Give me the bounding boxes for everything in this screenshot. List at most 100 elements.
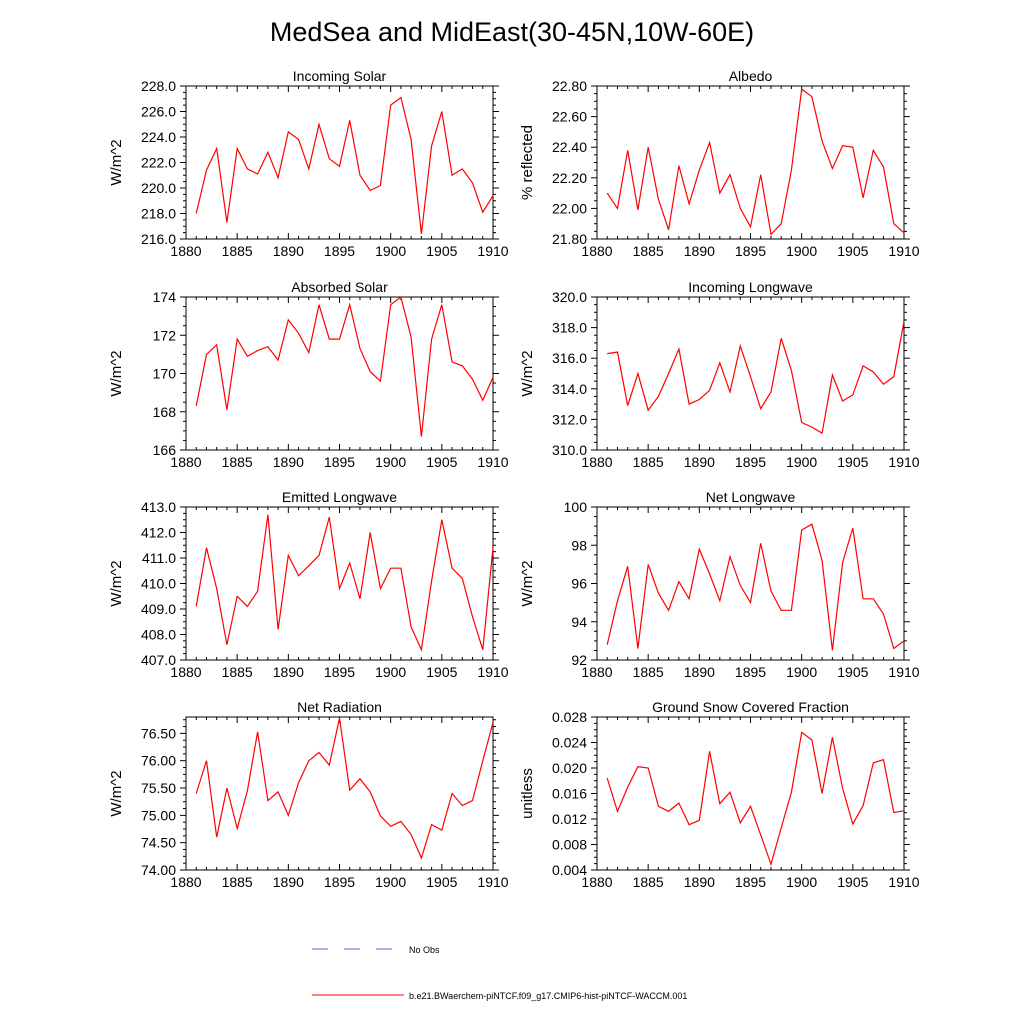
x-tick-label: 1905 — [426, 664, 457, 680]
x-tick-label: 1910 — [888, 664, 919, 680]
panel-title: Albedo — [729, 68, 773, 84]
x-tick-label: 1880 — [170, 874, 201, 890]
y-tick-label: 74.50 — [141, 835, 176, 851]
x-tick-label: 1900 — [786, 454, 817, 470]
y-tick-label: 409.0 — [141, 601, 176, 617]
legend: No Obs b.e21.BWaerchem-piNTCF.f09_g17.CM… — [312, 945, 687, 1001]
x-tick-label: 1905 — [426, 454, 457, 470]
chart-panel-5: Emitted Longwave W/m^2 1880 1885 1890 1895 190… — [108, 489, 509, 680]
panel-title: Ground Snow Covered Fraction — [652, 699, 849, 715]
y-tick-label: 22.00 — [552, 200, 587, 216]
x-tick-label: 1890 — [273, 874, 304, 890]
x-tick-label: 1890 — [273, 243, 304, 259]
y-tick-label: 22.20 — [552, 170, 587, 186]
y-tick-label: 0.008 — [552, 837, 587, 853]
y-tick-label: 0.028 — [552, 709, 587, 725]
chart-panel-1: Incoming Solar W/m^2 1880 1885 1890 1895 1900 1… — [108, 68, 509, 259]
series-line — [195, 514, 494, 652]
x-tick-label: 1900 — [375, 874, 406, 890]
x-tick-label: 1910 — [888, 874, 919, 890]
y-tick-label: 314.0 — [552, 381, 587, 397]
x-tick-label: 1905 — [426, 874, 457, 890]
x-tick-label: 1905 — [837, 454, 868, 470]
y-tick-label: 100 — [564, 499, 588, 515]
x-tick-label: 1895 — [735, 874, 766, 890]
panels: Incoming Solar W/m^2 1880 1885 1890 1895 1900 1… — [108, 68, 920, 890]
y-axis-label: W/m^2 — [108, 350, 125, 396]
y-tick-label: 75.00 — [141, 807, 176, 823]
panel-title: Emitted Longwave — [282, 489, 397, 505]
y-tick-label: 0.004 — [552, 862, 587, 878]
y-tick-label: 74.00 — [141, 862, 176, 878]
legend-model-label: b.e21.BWaerchem-piNTCF.f09_g17.CMIP6-his… — [409, 991, 687, 1001]
y-tick-label: 216.0 — [141, 231, 176, 247]
y-tick-label: 94 — [571, 614, 587, 630]
y-tick-label: 76.00 — [141, 753, 176, 769]
y-tick-label: 316.0 — [552, 350, 587, 366]
x-tick-label: 1880 — [581, 664, 612, 680]
y-tick-label: 218.0 — [141, 206, 176, 222]
x-tick-label: 1900 — [786, 874, 817, 890]
y-tick-label: 166 — [153, 442, 177, 458]
x-tick-label: 1895 — [735, 454, 766, 470]
y-axis-label: W/m^2 — [519, 560, 536, 606]
x-tick-label: 1895 — [324, 874, 355, 890]
y-tick-label: 220.0 — [141, 180, 176, 196]
x-tick-label: 1900 — [786, 243, 817, 259]
y-tick-label: 320.0 — [552, 289, 587, 305]
y-tick-label: 224.0 — [141, 129, 176, 145]
x-tick-label: 1880 — [581, 243, 612, 259]
y-tick-label: 21.80 — [552, 231, 587, 247]
x-tick-label: 1890 — [684, 874, 715, 890]
x-tick-label: 1880 — [170, 243, 201, 259]
panel-title: Net Longwave — [706, 489, 796, 505]
y-axis-label: W/m^2 — [108, 139, 125, 185]
x-tick-label: 1890 — [273, 664, 304, 680]
x-tick-label: 1895 — [735, 664, 766, 680]
chart-panel-3: Absorbed Solar W/m^2 1880 1885 1890 1895 1900 1… — [108, 279, 509, 470]
y-tick-label: 411.0 — [142, 550, 176, 566]
x-tick-label: 1905 — [837, 664, 868, 680]
y-tick-label: 96 — [571, 576, 587, 592]
panel-title: Incoming Solar — [293, 68, 387, 84]
x-tick-label: 1885 — [222, 874, 253, 890]
x-tick-label: 1900 — [786, 664, 817, 680]
x-tick-label: 1905 — [426, 243, 457, 259]
series-line — [607, 321, 905, 435]
x-tick-label: 1895 — [735, 243, 766, 259]
series-line — [195, 717, 494, 860]
x-tick-label: 1910 — [477, 243, 508, 259]
series-line — [606, 88, 905, 236]
x-tick-label: 1885 — [222, 454, 253, 470]
series-line — [195, 96, 494, 234]
x-tick-label: 1910 — [477, 664, 508, 680]
y-tick-label: 174 — [153, 289, 177, 305]
y-tick-label: 168 — [153, 404, 177, 420]
y-tick-label: 170 — [153, 366, 177, 382]
y-tick-label: 310.0 — [552, 442, 587, 458]
y-axis-label: W/m^2 — [108, 560, 125, 606]
y-tick-label: 92 — [571, 652, 587, 668]
x-tick-label: 1910 — [477, 454, 508, 470]
x-tick-label: 1900 — [375, 454, 406, 470]
x-tick-label: 1890 — [684, 243, 715, 259]
x-tick-label: 1890 — [273, 454, 304, 470]
y-tick-label: 226.0 — [141, 104, 176, 120]
panel-title: Incoming Longwave — [688, 279, 813, 295]
x-tick-label: 1890 — [684, 664, 715, 680]
chart-panel-2: Albedo % reflected 1880 1885 1890 1895 1900 190… — [519, 68, 920, 259]
y-tick-label: 228.0 — [141, 78, 176, 94]
y-axis-label: W/m^2 — [108, 770, 125, 816]
x-tick-label: 1910 — [888, 454, 919, 470]
figure-title: MedSea and MidEast(30-45N,10W-60E) — [270, 17, 754, 47]
x-tick-label: 1900 — [375, 243, 406, 259]
x-tick-label: 1880 — [170, 664, 201, 680]
series-line — [606, 731, 905, 867]
legend-no-obs-label: No Obs — [409, 945, 440, 955]
chart-panel-4: Incoming Longwave W/m^2 1880 1885 1890 1895 19… — [519, 279, 920, 470]
x-tick-label: 1890 — [684, 454, 715, 470]
chart-panel-7: Net Radiation W/m^2 1880 1885 1890 1895 1900 19… — [108, 699, 509, 890]
y-tick-label: 0.016 — [552, 786, 587, 802]
y-tick-label: 318.0 — [552, 320, 587, 336]
